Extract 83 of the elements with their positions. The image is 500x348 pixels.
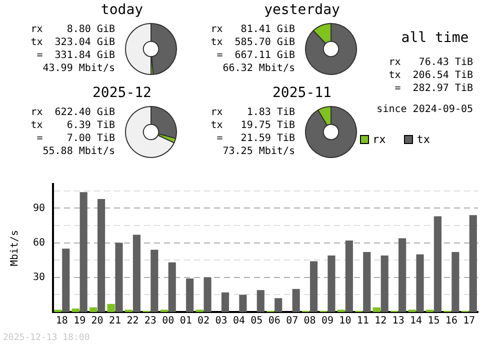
text: all time <box>400 30 470 46</box>
bar <box>274 298 282 312</box>
bar <box>256 290 264 312</box>
bar <box>72 308 80 312</box>
bar <box>452 252 460 312</box>
text: since 2024-09-05 <box>376 103 473 116</box>
x-tick-label: 07 <box>286 316 298 327</box>
bar <box>239 294 247 312</box>
text: tx 206.54 TiB <box>388 69 473 82</box>
bar <box>380 255 388 312</box>
bar <box>90 307 98 312</box>
text: rx 1.83 TiB <box>210 106 295 119</box>
bar <box>98 198 106 312</box>
text: tx 6.39 TiB <box>30 119 115 132</box>
text: tx 323.04 GiB <box>30 36 115 49</box>
x-tick-label: 09 <box>321 316 334 327</box>
text: tx 19.75 TiB <box>210 119 295 132</box>
bar <box>416 254 424 312</box>
bar <box>62 248 70 312</box>
bar <box>186 278 194 312</box>
y-tick-label: 30 <box>32 272 46 283</box>
bar <box>398 238 406 312</box>
bar <box>168 262 176 312</box>
bar <box>434 216 442 312</box>
x-tick-label: 08 <box>304 316 316 327</box>
text: rx 8.80 GiB <box>30 23 115 36</box>
chart-title: 2025-11 <box>271 85 332 101</box>
text: 55.88 Mbit/s <box>42 145 115 158</box>
text: 66.32 Mbit/s <box>222 62 295 75</box>
x-tick-label: 02 <box>198 316 210 327</box>
chart-title: 2025-12 <box>91 85 152 101</box>
x-tick-label: 13 <box>392 316 404 327</box>
x-tick-label: 20 <box>91 316 104 327</box>
y-tick-label: 60 <box>32 237 46 248</box>
text: = 7.00 TiB <box>36 132 115 145</box>
x-tick-label: 17 <box>463 316 476 327</box>
text: rx 622.40 GiB <box>30 106 115 119</box>
bar <box>345 240 353 312</box>
x-tick-label: 06 <box>268 316 280 327</box>
text: = 667.11 GiB <box>216 49 295 62</box>
x-tick-label: 18 <box>56 316 68 327</box>
x-tick-label: 12 <box>374 316 387 327</box>
x-tick-label: 19 <box>74 316 86 327</box>
x-tick-label: 23 <box>144 316 156 327</box>
x-tick-label: 11 <box>356 316 369 327</box>
y-axis-title: Mbit/s <box>10 230 21 266</box>
bar <box>107 304 115 312</box>
bar <box>469 215 477 312</box>
text: 73.25 Mbit/s <box>222 145 295 158</box>
x-tick-label: 04 <box>232 316 245 327</box>
x-tick-label: 05 <box>250 316 263 327</box>
text: 43.99 Mbit/s <box>42 62 115 75</box>
bar <box>363 252 371 312</box>
bar <box>204 277 212 312</box>
text: = 21.59 TiB <box>216 132 295 145</box>
text: tx 585.70 GiB <box>210 36 295 49</box>
y-tick-label: 90 <box>32 202 46 214</box>
text: = 331.84 GiB <box>36 49 115 62</box>
bar <box>80 192 88 312</box>
x-tick-label: 10 <box>339 316 352 327</box>
chart-title: yesterday <box>263 2 341 18</box>
x-tick-label: 16 <box>445 316 458 327</box>
x-tick-label: 15 <box>428 316 440 327</box>
x-tick-label: 21 <box>108 316 122 327</box>
x-tick-label: 00 <box>162 316 174 327</box>
bar <box>372 307 380 312</box>
bar <box>310 261 318 312</box>
x-tick-label: 22 <box>126 316 139 327</box>
chart-title: today <box>100 2 144 18</box>
legend-label: tx <box>416 133 430 146</box>
text: rx 81.41 GiB <box>210 23 295 36</box>
x-tick-label: 03 <box>215 316 228 327</box>
bar <box>132 234 140 312</box>
text: = 282.97 TiB <box>394 82 473 95</box>
legend-label: rx <box>372 133 386 146</box>
x-tick-label: 14 <box>410 316 422 327</box>
bar <box>150 250 158 312</box>
bar <box>328 255 336 312</box>
bar <box>115 242 123 312</box>
bar <box>221 292 230 312</box>
bar <box>292 288 300 312</box>
text: rx 76.43 TiB <box>388 56 473 69</box>
x-tick-label: 01 <box>180 316 192 327</box>
